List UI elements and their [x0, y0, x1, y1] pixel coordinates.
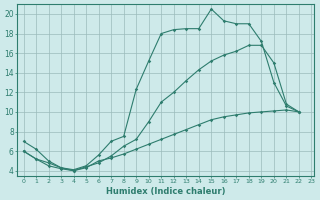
X-axis label: Humidex (Indice chaleur): Humidex (Indice chaleur) [106, 187, 225, 196]
